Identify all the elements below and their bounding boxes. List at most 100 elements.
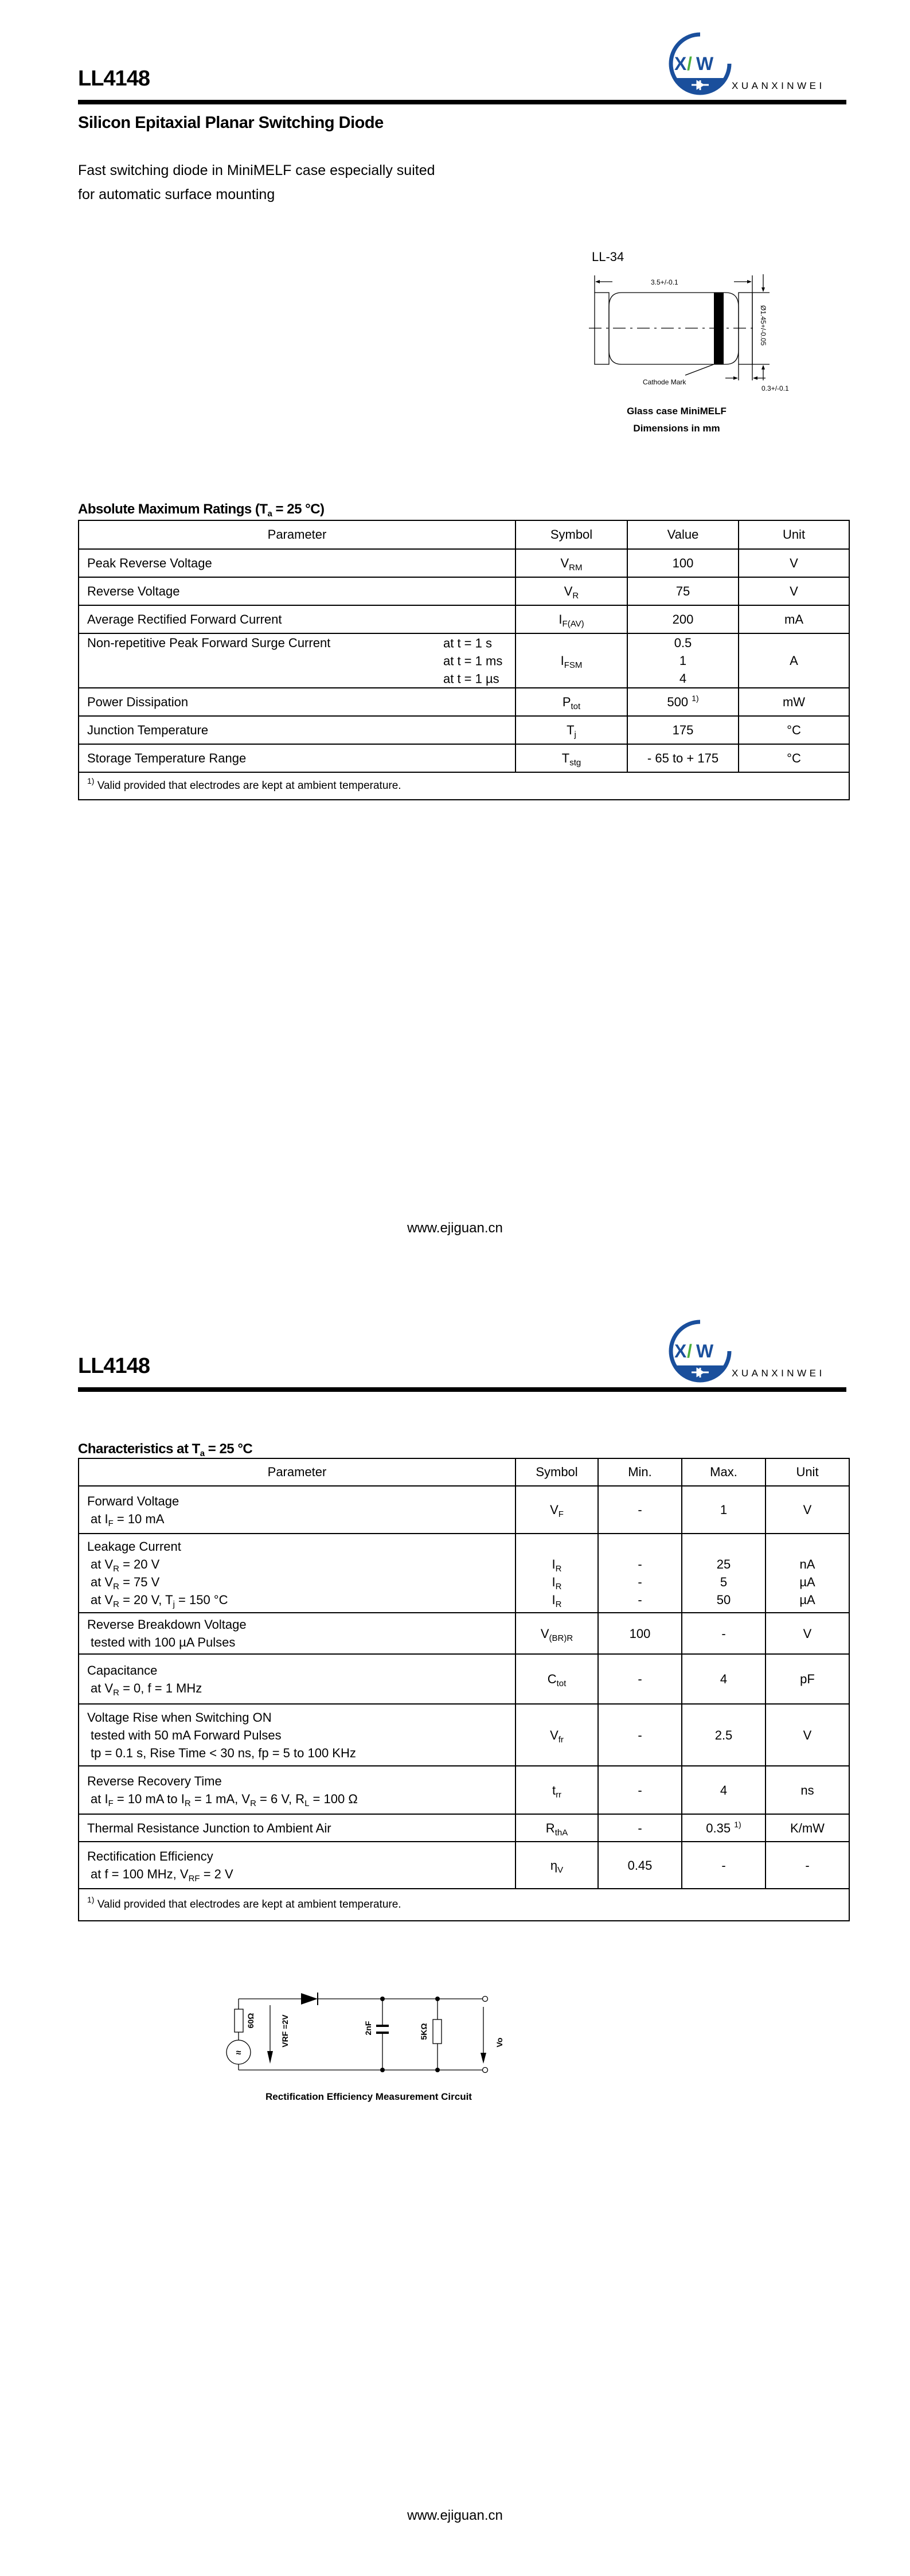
table-row: Rectification Efficiency at f = 100 MHz, … — [78, 1841, 850, 1889]
svg-text:/: / — [687, 53, 692, 74]
text-run: tp = 0.1 s, Rise Time < 30 ns, fp = 5 to… — [91, 1745, 356, 1760]
unit-cell: V — [738, 577, 850, 606]
source-resistor-label: 60Ω — [246, 2013, 255, 2029]
text-run: V — [540, 1626, 549, 1641]
page-footer-url[interactable]: www.ejiguan.cn — [407, 1220, 503, 1236]
subscript: (BR)R — [549, 1633, 573, 1643]
text-run: K/mW — [790, 1820, 825, 1835]
text-run: µA — [799, 1575, 815, 1589]
text-run: I — [560, 653, 564, 668]
text-run: V — [803, 1626, 812, 1641]
capacitor-plate — [376, 2032, 389, 2034]
cell-line: 2.5 — [682, 1726, 765, 1744]
glass-body — [608, 292, 739, 365]
package-outline-drawing: LL-34 3.5+/-0.1 Ø1.45+/-0.05 0.3+/-0.1 C… — [589, 250, 789, 434]
cell-line: IFSM — [516, 652, 627, 670]
cell-line: °C — [739, 749, 849, 767]
text-run: 1 — [679, 653, 687, 668]
value-cell: 100 — [627, 548, 739, 578]
output-terminal — [482, 1995, 489, 2002]
max-cell: 2.5 — [681, 1703, 766, 1766]
text-run: at V — [91, 1557, 114, 1571]
text-run: η — [550, 1858, 558, 1873]
cell-line: Tstg — [516, 749, 627, 767]
max-cell: 1 — [681, 1485, 766, 1534]
text-run: Forward Voltage — [87, 1493, 179, 1508]
param-cell: Storage Temperature Range — [78, 744, 516, 773]
symbol-cell: RthA — [515, 1814, 599, 1842]
cell-line: VR — [516, 582, 627, 600]
cell-line: at VR = 75 V — [87, 1573, 515, 1591]
cell-line — [682, 1538, 765, 1555]
ac-source-icon: ≈ — [236, 2048, 241, 2058]
text-run: - 65 to + 175 — [647, 751, 719, 765]
part-number: LL4148 — [78, 67, 150, 91]
subscript: stg — [569, 758, 581, 768]
max-cell: 25 5 50 — [681, 1533, 766, 1613]
text-run: = 1 mA, V — [190, 1792, 251, 1806]
cell-line: 4 — [682, 1670, 765, 1688]
text-run: 2.5 — [714, 1727, 733, 1742]
param-cell: Capacitance at VR = 0, f = 1 MHz — [78, 1653, 516, 1705]
unit-cell: V — [765, 1612, 850, 1655]
text-run: at V — [91, 1680, 114, 1695]
text-run: Peak Reverse Voltage — [87, 556, 212, 570]
rectification-circuit-diagram: ≈ 60Ω VRF =2V 2nF 5KΩ Vo Rectification E… — [226, 1993, 504, 2102]
characteristics-table: Parameter Symbol Min. Max. Unit Forward Volta… — [78, 1458, 850, 1921]
page-footer-url[interactable]: www.ejiguan.cn — [407, 2508, 503, 2523]
text-run: = 150 °C — [174, 1593, 228, 1607]
text-run: = 25 °C — [204, 1441, 253, 1457]
diode-symbol — [301, 1993, 318, 2005]
table-row: Average Rectified Forward Current IF(AV) 2… — [78, 605, 850, 634]
text-run: 100 — [629, 1626, 651, 1641]
symbol-cell: IF(AV) — [515, 605, 628, 634]
cell-line: Ctot — [516, 1670, 597, 1688]
max-cell: - — [681, 1841, 766, 1889]
cell-line: - — [599, 1726, 681, 1744]
ratings-title: Absolute Maximum Ratings (Ta = 25 °C) — [78, 501, 325, 518]
circuit-caption: Rectification Efficiency Measurement Cir… — [265, 2091, 472, 2102]
text-run: at I — [91, 1792, 108, 1806]
cell-line: Peak Reverse Voltage — [87, 554, 515, 572]
cell-line: 100 — [628, 554, 738, 572]
text-run: °C — [787, 723, 801, 737]
company-logo: X / W — [669, 1320, 846, 1383]
cell-line: 500 1) — [628, 693, 738, 711]
description-line: for automatic surface mounting — [78, 186, 275, 203]
subscript: R — [250, 1799, 256, 1808]
cell-line: mA — [739, 610, 849, 628]
text-run: nA — [799, 1557, 815, 1571]
symbol-cell: VRM — [515, 548, 628, 578]
text-run: Voltage Rise when Switching ON — [87, 1710, 272, 1725]
table-row: Capacitance at VR = 0, f = 1 MHz Ctot -4 pF — [78, 1653, 850, 1705]
text-run: V — [560, 556, 569, 570]
cell-line: IR — [516, 1573, 597, 1591]
subscript: tot — [571, 702, 581, 711]
table-row: Non-repetitive Peak Forward Surge Curren… — [78, 633, 850, 688]
subscript: FSM — [564, 660, 583, 670]
text-run: Power Dissipation — [87, 695, 189, 709]
text-run: Thermal Resistance Junction to Ambient A… — [87, 1820, 331, 1835]
subscript: R — [184, 1799, 191, 1808]
text-run: = 6 V, R — [256, 1792, 305, 1806]
text-run: pF — [800, 1672, 815, 1686]
cell-line: at f = 100 MHz, VRF = 2 V — [87, 1865, 515, 1883]
cell-line: 0.45 — [599, 1857, 681, 1874]
text-run: = 75 V — [119, 1575, 160, 1589]
unit-cell: K/mW — [765, 1814, 850, 1842]
text-run: at V — [91, 1593, 114, 1607]
subscript: R — [113, 1687, 119, 1698]
table-row: Junction Temperature Tj 175 °C — [78, 715, 850, 745]
package-caption: Glass case MiniMELF — [627, 406, 727, 417]
min-cell: 0.45 — [597, 1841, 682, 1889]
cell-line: Reverse Recovery Time — [87, 1772, 515, 1790]
text-run: V — [550, 1503, 559, 1517]
text-run: I — [552, 1575, 556, 1589]
text-run: 25 — [716, 1557, 731, 1571]
condition-line: at t = 1 s — [443, 636, 492, 650]
text-run: = 10 mA — [113, 1511, 165, 1526]
cell-line: Leakage Current — [87, 1538, 515, 1555]
unit-cell: °C — [738, 715, 850, 745]
param-cell: Non-repetitive Peak Forward Surge Curren… — [78, 633, 516, 688]
